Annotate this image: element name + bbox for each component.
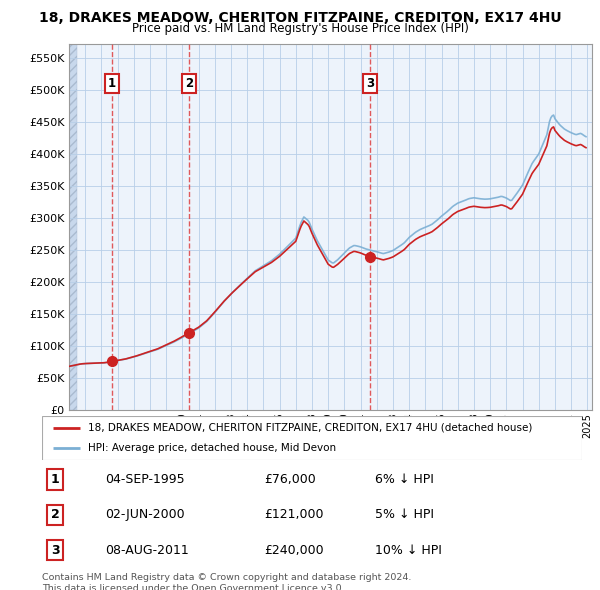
- Text: 3: 3: [51, 543, 59, 557]
- Text: 1: 1: [108, 77, 116, 90]
- Text: 18, DRAKES MEADOW, CHERITON FITZPAINE, CREDITON, EX17 4HU (detached house): 18, DRAKES MEADOW, CHERITON FITZPAINE, C…: [88, 423, 532, 433]
- Text: £240,000: £240,000: [264, 543, 323, 557]
- Text: 08-AUG-2011: 08-AUG-2011: [106, 543, 189, 557]
- Text: 1: 1: [51, 473, 59, 486]
- Text: 10% ↓ HPI: 10% ↓ HPI: [374, 543, 442, 557]
- Text: 6% ↓ HPI: 6% ↓ HPI: [374, 473, 434, 486]
- Text: £121,000: £121,000: [264, 508, 323, 522]
- Text: £76,000: £76,000: [264, 473, 316, 486]
- Text: 2: 2: [51, 508, 59, 522]
- Text: 3: 3: [366, 77, 374, 90]
- Bar: [69, 44, 77, 410]
- Text: Price paid vs. HM Land Registry's House Price Index (HPI): Price paid vs. HM Land Registry's House …: [131, 22, 469, 35]
- FancyBboxPatch shape: [42, 416, 582, 460]
- Text: 18, DRAKES MEADOW, CHERITON FITZPAINE, CREDITON, EX17 4HU: 18, DRAKES MEADOW, CHERITON FITZPAINE, C…: [38, 11, 562, 25]
- Text: 5% ↓ HPI: 5% ↓ HPI: [374, 508, 434, 522]
- Text: Contains HM Land Registry data © Crown copyright and database right 2024.
This d: Contains HM Land Registry data © Crown c…: [42, 573, 412, 590]
- Text: 02-JUN-2000: 02-JUN-2000: [106, 508, 185, 522]
- Text: 04-SEP-1995: 04-SEP-1995: [106, 473, 185, 486]
- Text: 2: 2: [185, 77, 193, 90]
- Text: HPI: Average price, detached house, Mid Devon: HPI: Average price, detached house, Mid …: [88, 443, 336, 453]
